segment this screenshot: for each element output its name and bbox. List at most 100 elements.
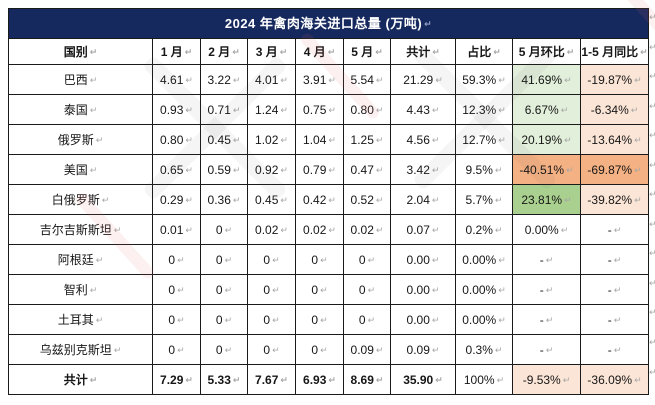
cell-yoy: - ↵ [579,214,650,245]
table-title-text: 2024 年禽肉海关进口总量 (万吨) [224,16,423,31]
cell-m3: 0 ↵ [247,274,296,305]
paragraph-mark-icon: ↵ [649,43,655,53]
paragraph-mark-icon: ↵ [649,279,655,289]
paragraph-mark-icon: ↵ [431,105,440,116]
cell-m3: 1.02 ↵ [247,124,296,155]
paragraph-mark-icon: ↵ [494,195,503,206]
paragraph-mark-icon: ↵ [185,195,193,206]
table-row-total: 共计 ↵ 7.29 ↵ 5.33 ↵ 7.67 ↵ 6.93 ↵ 8.69 ↵ 35.90 ↵… [8,364,650,395]
paragraph-mark-icon: ↵ [232,195,241,206]
paragraph-mark-icon: ↵ [545,315,554,326]
paragraph-mark-icon: ↵ [280,135,288,146]
paragraph-mark-icon: ↵ [232,47,240,58]
table-row-brazil: 巴西 ↵ 4.61 ↵ 3.22 ↵ 4.01 ↵ 3.91 ↵ 5.54 ↵ 21.29 ↵… [8,64,650,95]
paragraph-mark-icon: ↵ [375,75,384,86]
paragraph-mark-icon: ↵ [185,105,193,116]
cell-m2: 0 ↵ [200,244,248,275]
table-row-chile: 智利 ↵ 0 ↵ 0 ↵ 0 ↵ 0 ↵ 0 ↵ 0.00 ↵ 0.00% ↵ - ↵ - ↵ [8,274,650,305]
cell-country: 土耳其 ↵ [8,304,153,335]
cell-country: 白俄罗斯 ↵ [8,184,153,215]
cell-mom: - ↵ [512,244,581,275]
col-header-yoy: 1-5 月同比 ↵ [579,38,650,65]
cell-country: 共计 ↵ [8,364,153,395]
cell-m5: 0.80 ↵ [343,94,391,125]
paragraph-mark-icon: ↵ [649,190,655,200]
paragraph-mark-icon: ↵ [493,47,501,58]
paragraph-mark-icon: ↵ [177,285,185,296]
cell-country: 美国 ↵ [8,154,153,185]
paragraph-mark-icon: ↵ [185,135,193,146]
cell-m4: 0.42 ↵ [295,184,344,215]
col-header-m2: 2 月 ↵ [200,38,248,65]
paragraph-mark-icon: ↵ [224,315,233,326]
paragraph-mark-icon: ↵ [431,225,440,236]
cell-m1: 0 ↵ [152,334,201,365]
paragraph-mark-icon: ↵ [649,308,655,318]
cell-mom: -40.51% ↵ [512,154,581,185]
cell-total: 21.29 ↵ [390,64,456,95]
cell-m3: 0 ↵ [247,304,296,335]
cell-m4: 3.91 ↵ [295,64,344,95]
col-header-country: 国别 ↵ [8,38,153,65]
cell-m1: 0.80 ↵ [152,124,201,155]
cell-share: 0.2% ↵ [455,214,513,245]
paragraph-mark-icon: ↵ [320,315,328,326]
paragraph-mark-icon: ↵ [649,338,655,348]
cell-m2: 0.45 ↵ [200,124,248,155]
paragraph-mark-icon: ↵ [431,315,440,326]
table-row-uzbekistan: 乌兹别克斯坦 ↵ 0 ↵ 0 ↵ 0 ↵ 0 ↵ 0.09 ↵ 0.09 ↵ 0.3% ↵ - ↵… [8,334,650,365]
col-header-mom: 5 月环比 ↵ [512,38,581,65]
paragraph-mark-icon: ↵ [545,255,554,266]
paragraph-mark-icon: ↵ [498,255,506,266]
cell-m4: 0.79 ↵ [295,154,344,185]
cell-total: 4.43 ↵ [390,94,456,125]
paragraph-mark-icon: ↵ [431,345,440,356]
cell-m1: 0 ↵ [152,244,201,275]
paragraph-mark-icon: ↵ [367,255,376,266]
paragraph-mark-icon: ↵ [272,285,280,296]
paragraph-mark-icon: ↵ [280,165,288,176]
cell-country: 吉尔吉斯斯坦 ↵ [8,214,153,245]
table-row-usa: 美国 ↵ 0.65 ↵ 0.59 ↵ 0.92 ↵ 0.79 ↵ 0.47 ↵ 3.42 ↵ … [8,154,650,185]
paragraph-mark-icon: ↵ [328,195,336,206]
cell-total: 3.42 ↵ [390,154,456,185]
paragraph-mark-icon: ↵ [498,285,506,296]
cell-mom: 20.19% ↵ [512,124,581,155]
paragraph-mark-icon: ↵ [95,315,104,326]
cell-m5: 0 ↵ [343,274,391,305]
paragraph-mark-icon: ↵ [232,105,241,116]
paragraph-mark-icon: ↵ [545,345,554,356]
paragraph-mark-icon: ↵ [566,165,574,176]
cell-m5: 8.69 ↵ [343,364,391,395]
cell-m5: 5.54 ↵ [343,64,391,95]
cell-m4: 6.93 ↵ [295,364,344,395]
paragraph-mark-icon: ↵ [328,225,336,236]
paragraph-mark-icon: ↵ [328,165,336,176]
paragraph-mark-icon: ↵ [89,75,98,86]
paragraph-mark-icon: ↵ [649,13,655,23]
cell-mom: -9.53% ↵ [512,364,581,395]
paragraph-mark-icon: ↵ [89,285,98,296]
paragraph-mark-icon: ↵ [498,315,506,326]
paragraph-mark-icon: ↵ [185,165,193,176]
paragraph-mark-icon: ↵ [272,255,280,266]
cell-total: 35.90 ↵ [390,364,456,395]
cell-share: 0.00% ↵ [455,244,513,275]
paragraph-mark-icon: ↵ [431,195,440,206]
cell-share: 0.00% ↵ [455,274,513,305]
cell-m3: 0.92 ↵ [247,154,296,185]
paragraph-mark-icon: ↵ [95,255,104,266]
paragraph-mark-icon: ↵ [562,375,571,386]
table-row-thailand: 泰国 ↵ 0.93 ↵ 0.71 ↵ 1.24 ↵ 0.75 ↵ 0.80 ↵ 4.43 ↵ … [8,94,650,125]
cell-m2: 0 ↵ [200,214,248,245]
cell-total: 0.00 ↵ [390,244,456,275]
paragraph-mark-icon: ↵ [95,135,104,146]
cell-m2: 0.71 ↵ [200,94,248,125]
cell-m2: 3.22 ↵ [200,64,248,95]
paragraph-mark-icon: ↵ [435,75,443,86]
paragraph-mark-icon: ↵ [630,105,639,116]
paragraph-mark-icon: ↵ [89,47,98,58]
cell-mom: - ↵ [512,334,581,365]
cell-m5: 1.25 ↵ [343,124,391,155]
paragraph-mark-icon: ↵ [375,105,384,116]
